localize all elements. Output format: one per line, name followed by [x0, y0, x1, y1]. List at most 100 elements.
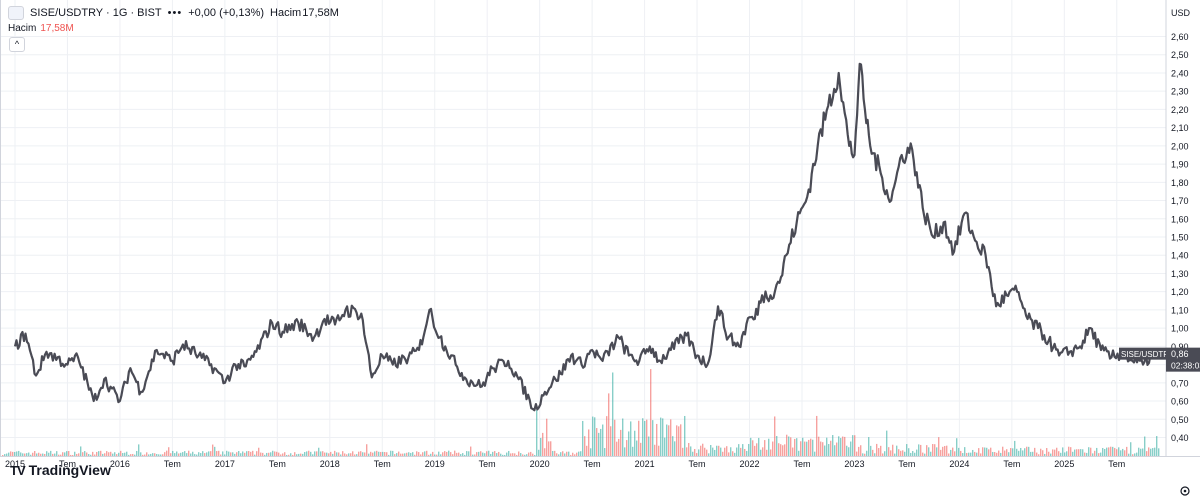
- volume-bar: [236, 452, 238, 456]
- volume-bar: [134, 454, 136, 456]
- volume-bar: [574, 454, 576, 456]
- volume-bar: [194, 454, 196, 456]
- y-tick-label: 2,10: [1171, 123, 1189, 133]
- volume-bar: [604, 448, 606, 456]
- volume-bar: [430, 453, 432, 456]
- volume-bar: [246, 451, 248, 456]
- volume-bar: [390, 450, 392, 456]
- volume-bar: [932, 444, 934, 456]
- y-tick-label: 2,20: [1171, 105, 1189, 115]
- volume-bar: [1066, 451, 1068, 456]
- x-tick-label: 2023: [844, 459, 864, 469]
- volume-bar: [372, 452, 374, 456]
- volume-bar: [326, 452, 328, 456]
- symbol-tag-label: SISE/USDTRY: [1121, 350, 1175, 359]
- volume-bar: [928, 447, 930, 456]
- volume-bar: [258, 447, 260, 456]
- grid-layer: [0, 0, 1166, 456]
- volume-bar: [772, 441, 774, 456]
- volume-bar: [1108, 447, 1110, 456]
- volume-bar: [560, 452, 562, 456]
- volume-bar: [360, 451, 362, 456]
- settings-gear-icon[interactable]: [1180, 486, 1190, 496]
- volume-bar: [638, 420, 640, 456]
- volume-bar: [592, 416, 594, 456]
- price-tag-bg: [1166, 347, 1200, 372]
- volume-bar: [242, 451, 244, 456]
- volume-bar: [922, 452, 924, 456]
- x-tick-label: Tem: [689, 459, 706, 469]
- volume-bar: [282, 453, 284, 456]
- volume-bar: [184, 451, 186, 456]
- volume-bar: [1126, 446, 1128, 456]
- logo-text: TradingView: [28, 462, 111, 478]
- volume-bar: [820, 441, 822, 456]
- volume-bar: [948, 453, 950, 456]
- collapse-legend-button[interactable]: ^: [9, 37, 25, 52]
- volume-bar: [642, 418, 644, 456]
- volume-bar: [382, 451, 384, 456]
- volume-bar: [274, 451, 276, 456]
- volume-bar: [540, 437, 542, 456]
- volume-bar: [538, 449, 540, 456]
- volume-bar: [698, 449, 700, 456]
- volume-bar: [376, 450, 378, 456]
- volume-bar: [558, 454, 560, 456]
- volume-bar: [884, 451, 886, 456]
- volume-bar: [90, 454, 92, 456]
- volume-bar: [400, 453, 402, 456]
- y-tick-label: 0,60: [1171, 397, 1189, 407]
- volume-bar: [536, 409, 538, 456]
- volume-bar: [1078, 449, 1080, 456]
- y-tick-label: 1,20: [1171, 287, 1189, 297]
- volume-bar: [186, 453, 188, 456]
- volume-bar: [1032, 451, 1034, 456]
- volume-bar: [46, 451, 48, 456]
- volume-bar: [812, 439, 814, 456]
- volume-bar: [838, 436, 840, 456]
- volume-bar: [84, 451, 86, 456]
- volume-bar: [156, 453, 158, 456]
- volume-bar: [878, 448, 880, 456]
- volume-bar: [1148, 447, 1150, 456]
- volume-bar: [680, 424, 682, 456]
- volume-bar: [38, 452, 40, 456]
- volume-bar: [712, 447, 714, 456]
- volume-bar: [532, 453, 534, 456]
- more-options-button[interactable]: •••: [167, 7, 183, 19]
- volume-bar: [30, 454, 32, 456]
- volume-bar: [312, 454, 314, 456]
- volume-bar: [22, 453, 24, 456]
- volume-bar: [340, 454, 342, 456]
- volume-bar: [62, 452, 64, 456]
- symbol-title[interactable]: SISE/USDTRY · 1G · BIST: [30, 7, 162, 19]
- volume-bar: [480, 451, 482, 456]
- volume-bar: [48, 452, 50, 456]
- volume-bar: [1074, 449, 1076, 456]
- volume-bar: [162, 454, 164, 456]
- volume-bar: [426, 450, 428, 456]
- volume-bar: [2, 454, 4, 456]
- volume-bar: [126, 451, 128, 456]
- chevron-up-icon: ^: [14, 39, 20, 49]
- volume-bar: [128, 454, 130, 456]
- y-tick-label: 1,00: [1171, 324, 1189, 334]
- volume-bar: [366, 444, 368, 456]
- volume-bar: [762, 447, 764, 456]
- volume-bar: [590, 448, 592, 456]
- volume-bar: [668, 425, 670, 456]
- volume-bar: [734, 452, 736, 456]
- volume-bar: [956, 438, 958, 456]
- tradingview-logo[interactable]: TV TradingView: [10, 462, 111, 478]
- volume-bar: [208, 451, 210, 456]
- volume-bar: [986, 447, 988, 456]
- x-tick-label: 2025: [1054, 459, 1074, 469]
- volume-bar: [1038, 454, 1040, 456]
- symbol-badge-icon[interactable]: [8, 6, 24, 20]
- volume-bar: [530, 451, 532, 456]
- volume-bar: [810, 438, 812, 456]
- volume-bar: [124, 452, 126, 456]
- volume-bar: [106, 451, 108, 456]
